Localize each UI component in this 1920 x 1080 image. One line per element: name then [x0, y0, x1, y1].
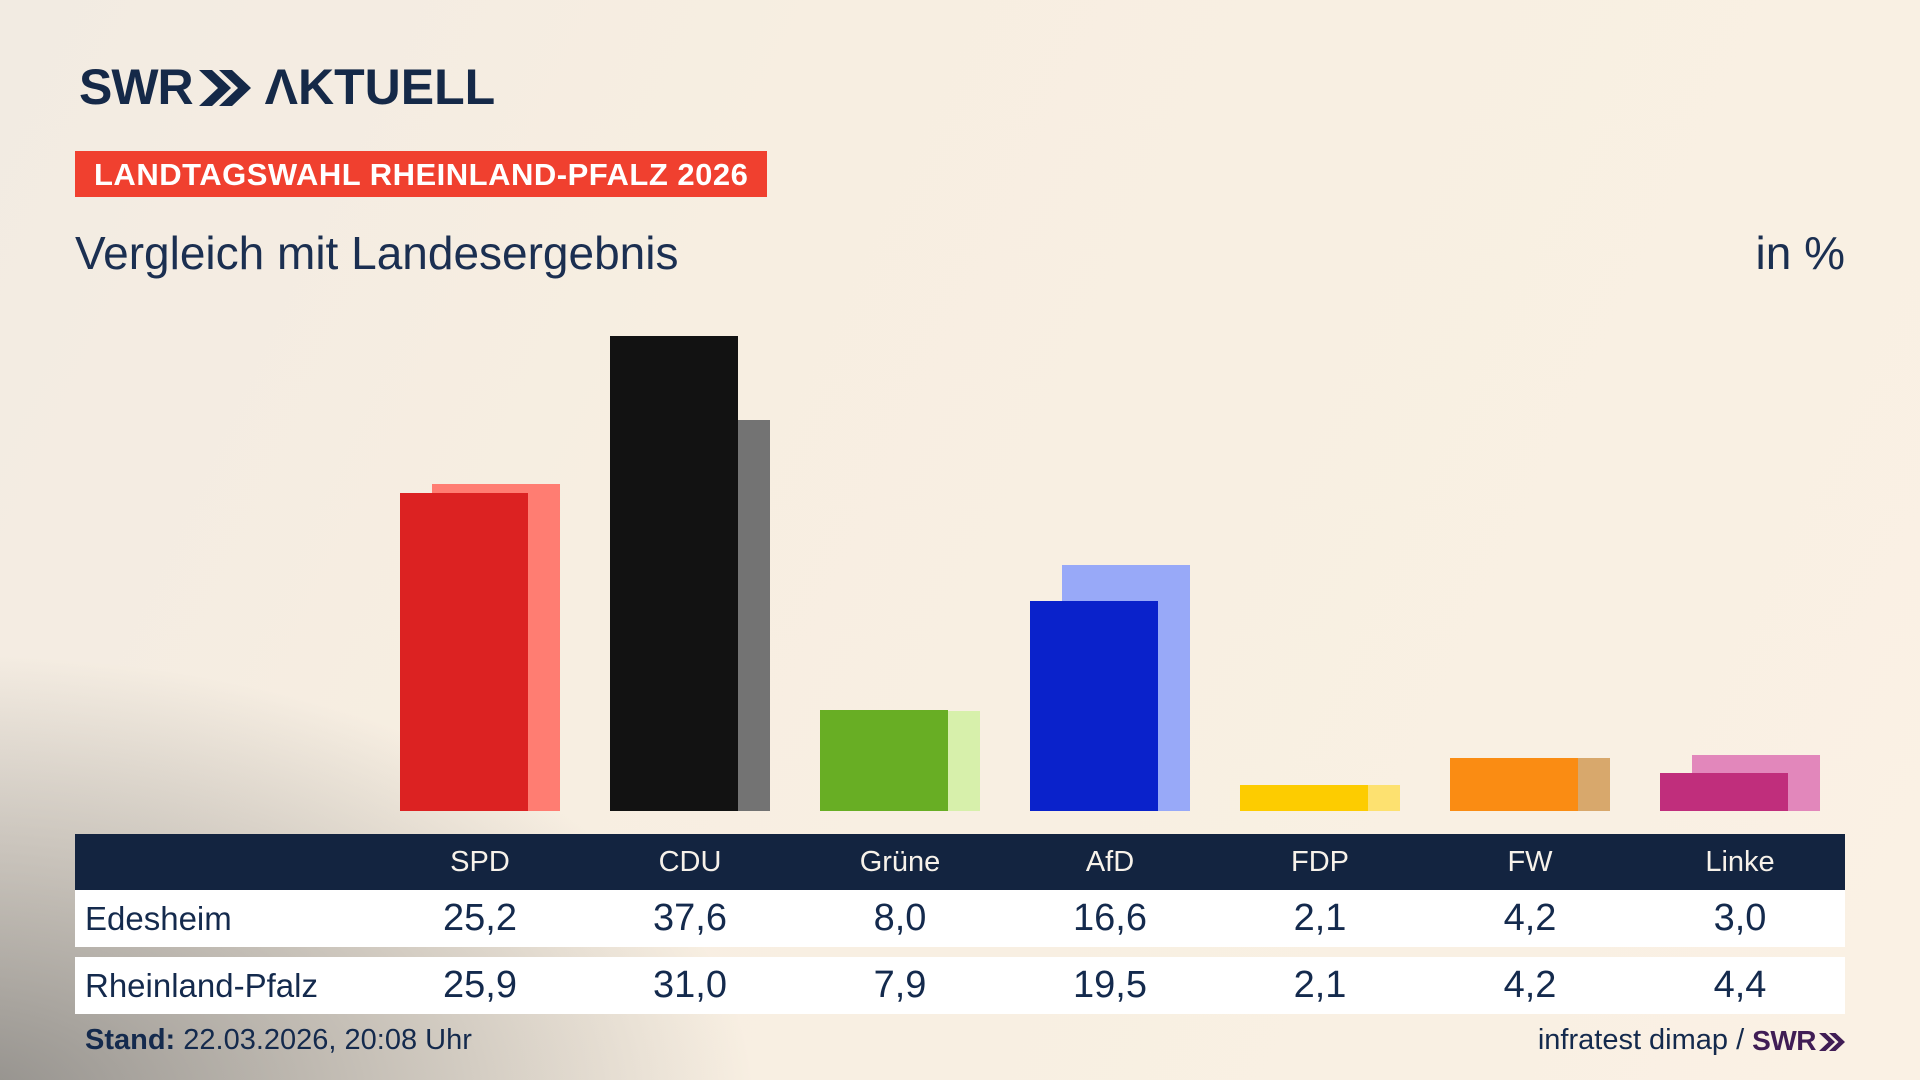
column-header-fdp: FDP — [1291, 845, 1349, 878]
swr-aktuell-logo: SWR ΛKTUELL — [79, 62, 495, 112]
value-fdp-rheinland-pfalz: 2,1 — [1293, 964, 1347, 1006]
bar-spd-edesheim — [400, 492, 528, 811]
swr-chevrons-icon — [198, 70, 251, 106]
value-linke-edesheim: 3,0 — [1713, 897, 1767, 939]
value-afd-edesheim: 16,6 — [1073, 897, 1147, 939]
table-header-row: SPD CDU Grüne AfD FDP FW Linke — [75, 834, 1845, 890]
results-table: SPD CDU Grüne AfD FDP FW Linke Edesheim 25,2 37,6… — [75, 834, 1845, 1014]
swr-footer-logo: SWR — [1752, 1025, 1845, 1057]
column-header-linke: Linke — [1705, 845, 1775, 878]
bar-afd-edesheim — [1030, 601, 1158, 811]
value-spd-rheinland-pfalz: 25,9 — [443, 964, 517, 1006]
swr-footer-chevrons-icon — [1819, 1032, 1845, 1051]
bar-linke-edesheim — [1660, 773, 1788, 811]
timestamp-label: Stand: 22.03.2026, 20:08 Uhr — [85, 1024, 472, 1057]
row-label: Edesheim — [85, 899, 232, 937]
value-fw-rheinland-pfalz: 4,2 — [1503, 964, 1557, 1006]
source-prefix: infratest dimap / — [1537, 1024, 1745, 1056]
value-fw-edesheim: 4,2 — [1503, 897, 1557, 939]
table-row-rheinland-pfalz: Rheinland-Pfalz 25,9 31,0 7,9 19,5 2,1 4,2 4,4 — [75, 957, 1845, 1014]
column-header-spd: SPD — [450, 845, 510, 878]
election-badge: LANDTAGSWAHL RHEINLAND-PFALZ 2026 — [75, 151, 768, 197]
source-credit: infratest dimap / SWR — [1538, 1024, 1845, 1057]
bar-gruene-edesheim — [820, 710, 948, 811]
column-header-grüne: Grüne — [859, 845, 941, 878]
column-header-fw: FW — [1507, 845, 1553, 878]
stand-value: 22.03.2026, 20:08 Uhr — [175, 1024, 472, 1056]
swr-logo-text: SWR — [79, 59, 194, 115]
value-linke-rheinland-pfalz: 4,4 — [1713, 964, 1767, 1006]
aktuell-logo-text: ΛKTUELL — [264, 59, 496, 115]
stand-prefix: Stand: — [85, 1024, 176, 1056]
swr-footer-logo-text: SWR — [1752, 1024, 1816, 1056]
bar-fw-edesheim — [1450, 758, 1578, 811]
bar-fdp-edesheim — [1240, 784, 1368, 811]
value-cdu-edesheim: 37,6 — [653, 897, 727, 939]
bar-cdu-edesheim — [610, 336, 738, 811]
value-fdp-edesheim: 2,1 — [1293, 897, 1347, 939]
value-afd-rheinland-pfalz: 19,5 — [1073, 964, 1147, 1006]
row-label: Rheinland-Pfalz — [85, 966, 318, 1004]
chart-title: Vergleich mit Landesergebnis — [75, 227, 679, 279]
value-spd-edesheim: 25,2 — [443, 897, 517, 939]
value-cdu-rheinland-pfalz: 31,0 — [653, 964, 727, 1006]
column-header-cdu: CDU — [658, 845, 722, 878]
value-grüne-rheinland-pfalz: 7,9 — [873, 964, 927, 1006]
value-grüne-edesheim: 8,0 — [873, 897, 927, 939]
chart-unit-label: in % — [1755, 227, 1845, 279]
column-header-afd: AfD — [1085, 845, 1135, 878]
table-row-edesheim: Edesheim 25,2 37,6 8,0 16,6 2,1 4,2 3,0 — [75, 890, 1845, 947]
